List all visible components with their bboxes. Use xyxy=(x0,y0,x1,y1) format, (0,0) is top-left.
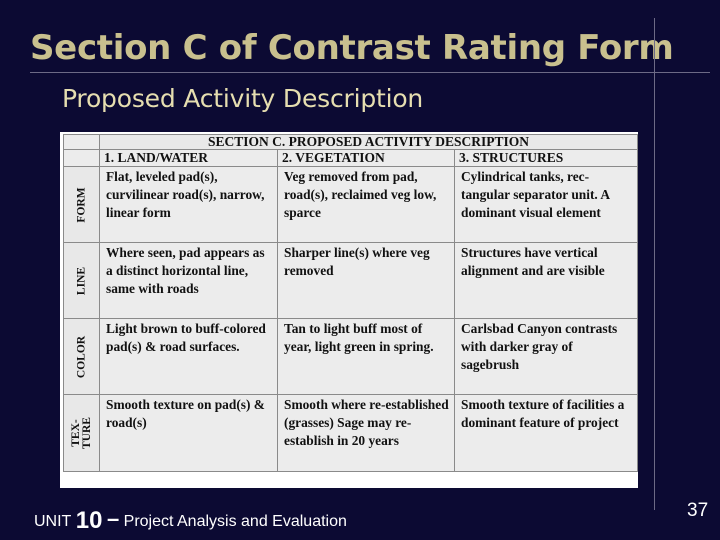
table-cell: Smooth texture on pad(s) & road(s) xyxy=(99,394,278,472)
row-label-texture: TEX- TURE xyxy=(69,417,93,449)
table-cell: Where seen, pad appears as a distinct ho… xyxy=(99,242,278,320)
contrast-rating-form-image: SECTION C. PROPOSED ACTIVITY DESCRIPTION… xyxy=(60,132,638,488)
table-cell: Sharper line(s) where veg removed xyxy=(277,242,455,320)
table-cell: Flat, leveled pad(s), curvilinear road(s… xyxy=(99,166,278,244)
table-cell: Tan to light buff most of year, light gr… xyxy=(277,318,455,396)
row-label-cell: FORM xyxy=(63,166,100,244)
proposed-activity-table: SECTION C. PROPOSED ACTIVITY DESCRIPTION… xyxy=(63,133,638,472)
table-corner xyxy=(63,133,100,151)
section-header: SECTION C. PROPOSED ACTIVITY DESCRIPTION xyxy=(99,133,638,151)
row-label-form: FORM xyxy=(75,187,87,223)
table-row: TEX- TURE Smooth texture on pad(s) & roa… xyxy=(63,394,638,472)
row-label-cell: TEX- TURE xyxy=(63,394,100,472)
table-cell: Cylindrical tanks, rec-tangular separato… xyxy=(454,166,638,244)
table-cell: Veg removed from pad, road(s), reclaimed… xyxy=(277,166,455,244)
slide-subtitle: Proposed Activity Description xyxy=(62,84,424,113)
table-cell: Light brown to buff-colored pad(s) & roa… xyxy=(99,318,278,396)
footer-unit-label: UNIT xyxy=(34,513,72,530)
slide-title: Section C of Contrast Rating Form xyxy=(30,28,674,68)
footer-dash: – xyxy=(106,506,120,531)
table-cell: Smooth where re-established (grasses) Sa… xyxy=(277,394,455,472)
footer-unit-title: Project Analysis and Evaluation xyxy=(123,513,347,530)
table-cell: Structures have vertical alignment and a… xyxy=(454,242,638,320)
title-rule xyxy=(30,72,710,73)
row-label-cell: COLOR xyxy=(63,318,100,396)
row-label-cell: LINE xyxy=(63,242,100,320)
page-number: 37 xyxy=(687,500,709,521)
table-cell: Smooth texture of facilities a dominant … xyxy=(454,394,638,472)
row-label-line: LINE xyxy=(75,266,87,295)
row-label-color: COLOR xyxy=(75,335,87,378)
column-header-vegetation: 2. VEGETATION xyxy=(277,149,455,168)
vertical-rule xyxy=(654,18,655,510)
table-row: FORM Flat, leveled pad(s), curvilinear r… xyxy=(63,166,638,244)
footer-unit-number: 10 xyxy=(75,507,103,534)
table-row: COLOR Light brown to buff-colored pad(s)… xyxy=(63,318,638,396)
table-cell: Carlsbad Canyon contrasts with darker gr… xyxy=(454,318,638,396)
footer: UNIT 10 – Project Analysis and Evaluatio… xyxy=(34,505,347,534)
table-corner xyxy=(63,149,100,168)
table-row: LINE Where seen, pad appears as a distin… xyxy=(63,242,638,320)
column-header-structures: 3. STRUCTURES xyxy=(454,149,638,168)
column-header-land-water: 1. LAND/WATER xyxy=(99,149,278,168)
